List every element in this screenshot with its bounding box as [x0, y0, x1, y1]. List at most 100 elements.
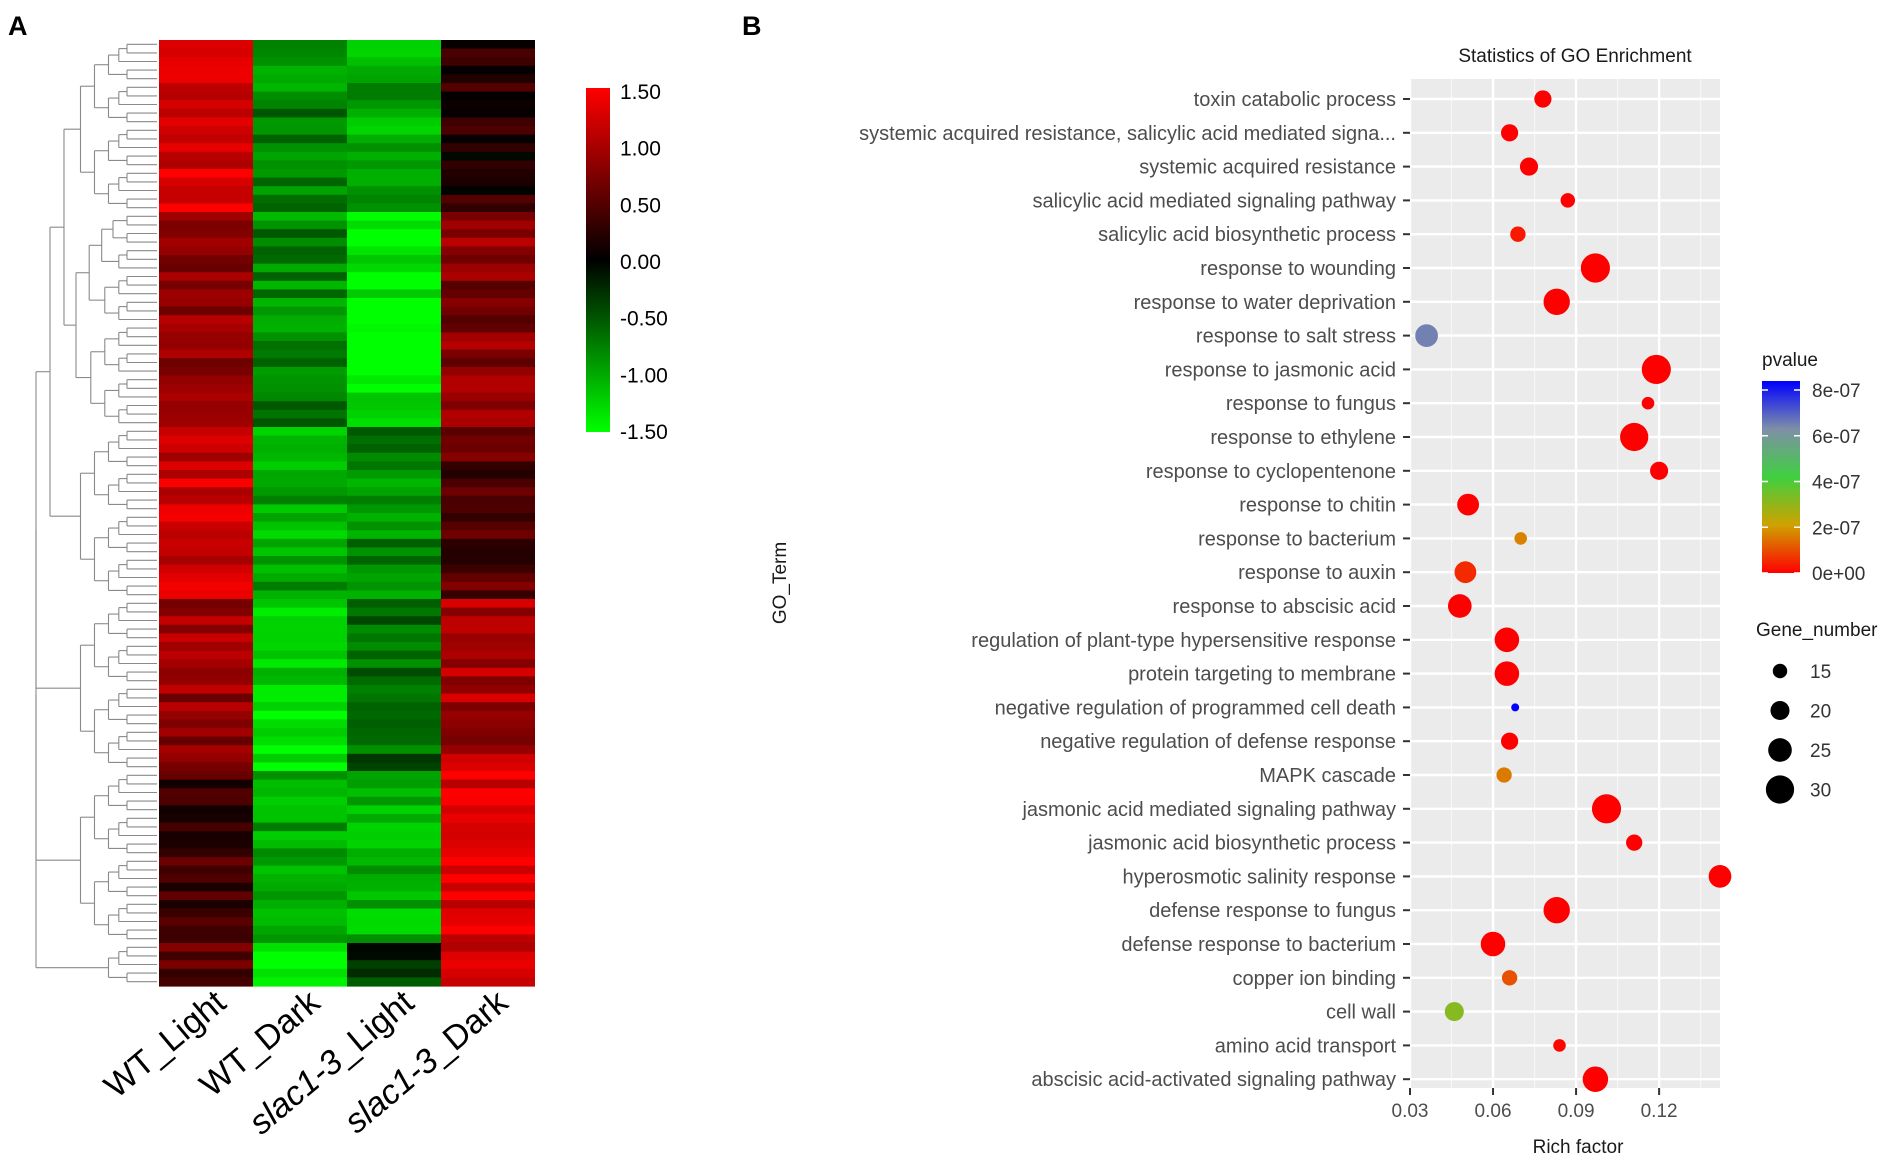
- heatmap-cell: [441, 409, 535, 419]
- heatmap-cell: [441, 891, 535, 901]
- heatmap-cell: [441, 590, 535, 600]
- heatmap-cell: [347, 771, 441, 781]
- heatmap-cell: [253, 478, 347, 488]
- heatmap-cell: [441, 298, 535, 308]
- go-term-label: cell wall: [1326, 1002, 1396, 1024]
- heatmap-cell: [159, 831, 253, 841]
- heatmap-cell: [253, 177, 347, 187]
- heatmap-cell: [159, 607, 253, 617]
- heatmap-cell: [253, 934, 347, 944]
- heatmap-cell: [253, 409, 347, 419]
- heatmap-cell: [347, 882, 441, 892]
- gene-number-legend-label: 30: [1810, 781, 1831, 802]
- go-term-label: defense response to bacterium: [1121, 934, 1396, 956]
- heatmap-cell: [347, 538, 441, 548]
- heatmap-cell: [347, 745, 441, 755]
- heatmap-cell: [441, 444, 535, 454]
- heatmap-cell: [347, 504, 441, 514]
- heatmap-cell: [253, 504, 347, 514]
- heatmap-cell: [253, 702, 347, 712]
- heatmap-cell: [253, 186, 347, 196]
- heatmap-cell: [159, 891, 253, 901]
- heatmap-cell: [441, 452, 535, 462]
- heatmap-cell: [159, 366, 253, 376]
- heatmap-cell: [253, 857, 347, 867]
- heatmap-cell: [441, 788, 535, 798]
- heatmap-cell: [347, 392, 441, 402]
- heatmap-cell: [347, 246, 441, 256]
- heatmap-cell: [253, 693, 347, 703]
- heatmap-cell: [347, 702, 441, 712]
- heatmap-cell: [441, 599, 535, 609]
- heatmap-cell: [253, 556, 347, 566]
- heatmap-cell: [159, 229, 253, 239]
- heatmap-cell: [253, 169, 347, 179]
- heatmap-cell: [159, 659, 253, 669]
- heatmap-cell: [253, 126, 347, 136]
- heatmap-cell: [347, 444, 441, 454]
- heatmap-cell: [441, 169, 535, 179]
- heatmap-cell: [441, 848, 535, 858]
- go-term-label: MAPK cascade: [1259, 765, 1396, 787]
- heatmap-cell: [347, 934, 441, 944]
- gene-number-legend-dot: [1772, 663, 1788, 679]
- go-point: [1641, 354, 1671, 384]
- heatmap-cell: [347, 478, 441, 488]
- heatmap-cell: [441, 160, 535, 170]
- heatmap-cell: [159, 169, 253, 179]
- colorbar-tick-label: -1.00: [620, 364, 668, 387]
- heatmap-cell: [347, 229, 441, 239]
- heatmap-cell: [347, 126, 441, 136]
- heatmap-cell: [159, 960, 253, 970]
- row-dendrogram: [35, 43, 157, 983]
- heatmap-cell: [347, 461, 441, 471]
- go-term-label: copper ion binding: [1233, 968, 1396, 990]
- heatmap-cell: [159, 177, 253, 187]
- heatmap-cell: [347, 255, 441, 265]
- heatmap-cell: [159, 753, 253, 763]
- heatmap-cell: [441, 728, 535, 738]
- heatmap-cell: [253, 418, 347, 428]
- go-term-label: jasmonic acid mediated signaling pathway: [1021, 799, 1396, 821]
- go-point: [1501, 124, 1519, 142]
- heatmap-cell: [253, 900, 347, 910]
- heatmap-cell: [253, 762, 347, 772]
- heatmap-cell: [347, 530, 441, 540]
- heatmap-cell: [159, 848, 253, 858]
- heatmap-cell: [253, 401, 347, 411]
- go-point: [1447, 594, 1472, 618]
- heatmap-cell: [347, 341, 441, 351]
- heatmap-cell: [441, 280, 535, 290]
- heatmap-cell: [253, 753, 347, 763]
- heatmap-cell: [441, 220, 535, 230]
- heatmap-cell: [253, 771, 347, 781]
- go-point: [1501, 732, 1519, 750]
- go-term-label: amino acid transport: [1215, 1035, 1397, 1057]
- heatmap-cell: [159, 186, 253, 196]
- go-point: [1553, 1039, 1566, 1052]
- gene-number-legend-label: 15: [1810, 662, 1831, 683]
- go-x-axis: 0.03 0.06 0.09 0.12: [1392, 1088, 1678, 1122]
- heatmap-cell: [159, 633, 253, 643]
- go-point: [1501, 970, 1518, 986]
- gene-number-legend-title: Gene_number: [1756, 620, 1878, 641]
- heatmap-cell: [159, 384, 253, 394]
- heatmap-cell: [159, 444, 253, 454]
- heatmap-cell: [253, 263, 347, 273]
- go-point: [1514, 532, 1527, 545]
- heatmap-cell: [159, 642, 253, 652]
- heatmap-cell: [347, 891, 441, 901]
- go-term-label: response to water deprivation: [1134, 292, 1396, 314]
- heatmap-cell: [159, 710, 253, 720]
- heatmap-cell: [159, 65, 253, 75]
- heatmap-cell: [347, 306, 441, 316]
- heatmap-cell: [253, 341, 347, 351]
- heatmap-cell: [159, 736, 253, 746]
- pvalue-legend-ticks: 8e-07 6e-07 4e-07 2e-07 0e+00: [1762, 381, 1865, 585]
- heatmap-cell: [159, 917, 253, 927]
- gene-number-legend-label: 20: [1810, 702, 1831, 723]
- heatmap-cell: [159, 57, 253, 67]
- go-point: [1543, 897, 1570, 924]
- go-term-label: response to jasmonic acid: [1165, 359, 1396, 381]
- go-point: [1708, 865, 1732, 888]
